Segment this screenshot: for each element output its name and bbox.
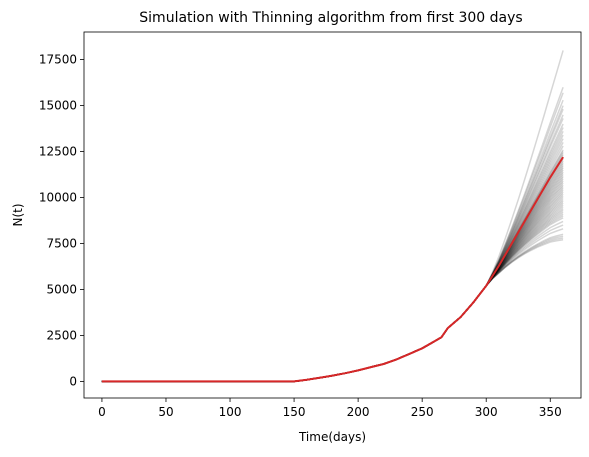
y-tick-label: 2500 xyxy=(46,328,77,342)
axis-ticks: 0 50 100 150 200 250 300 350 0 2500 5000 7500 10000 1… xyxy=(39,53,562,419)
simulated-series-line xyxy=(101,118,564,383)
simulated-series-line xyxy=(101,149,564,383)
x-tick-label: 100 xyxy=(219,405,242,419)
x-tick-label: 50 xyxy=(158,405,173,419)
simulated-series-line xyxy=(101,233,564,383)
simulated-series-line xyxy=(101,151,564,383)
simulated-series-line xyxy=(101,184,564,383)
simulated-series-line xyxy=(101,198,564,383)
y-tick-label: 7500 xyxy=(46,237,77,251)
simulated-series-line xyxy=(101,211,564,383)
simulated-series-line xyxy=(101,193,564,383)
simulated-series-line xyxy=(101,196,564,383)
simulated-series-line xyxy=(101,92,564,383)
simulated-series-line xyxy=(101,180,564,383)
simulated-series-line xyxy=(101,217,564,383)
simulated-series-line xyxy=(101,86,564,383)
simulated-series-line xyxy=(101,108,564,383)
simulated-series-line xyxy=(101,204,564,383)
x-axis-label: Time(days) xyxy=(298,430,366,444)
simulated-series-line xyxy=(101,187,564,383)
simulated-series-line xyxy=(101,185,564,383)
simulated-series-line xyxy=(101,123,564,383)
y-tick-label: 10000 xyxy=(39,191,77,205)
simulated-series-line xyxy=(101,127,564,383)
y-tick-label: 15000 xyxy=(39,99,77,113)
simulated-series-line xyxy=(101,99,564,383)
chart-title: Simulation with Thinning algorithm from … xyxy=(139,10,522,26)
simulated-series-line xyxy=(101,195,564,383)
simulated-series-line xyxy=(101,213,564,383)
x-tick-label: 0 xyxy=(98,405,106,419)
simulated-series-line xyxy=(101,202,564,383)
y-tick-label: 17500 xyxy=(39,53,77,67)
simulated-series-line xyxy=(101,130,564,383)
simulated-series-line xyxy=(101,239,564,383)
simulated-series-line xyxy=(101,200,564,383)
simulated-series-line xyxy=(101,138,564,383)
axes-frame xyxy=(83,31,582,399)
x-tick-label: 300 xyxy=(475,405,498,419)
simulated-series-line xyxy=(101,134,564,383)
observed-series-line xyxy=(101,156,564,383)
simulated-series-line xyxy=(101,50,564,383)
simulated-series-line xyxy=(101,207,564,383)
plot-area xyxy=(101,50,564,383)
x-tick-label: 350 xyxy=(539,405,562,419)
simulated-series-line xyxy=(101,228,564,383)
y-tick-label: 12500 xyxy=(39,145,77,159)
simulated-series-line xyxy=(101,105,564,383)
simulated-series-line xyxy=(101,145,564,383)
simulated-series-line xyxy=(101,224,564,383)
simulated-series-line xyxy=(101,114,564,383)
simulated-series-line xyxy=(101,142,564,383)
simulated-series-line xyxy=(101,176,564,383)
simulated-series-line xyxy=(101,189,564,383)
simulated-series-line xyxy=(101,220,564,383)
simulated-series-line xyxy=(101,209,564,383)
simulated-series-line xyxy=(101,175,564,383)
simulated-series-line xyxy=(101,215,564,383)
simulated-series-line xyxy=(101,191,564,383)
simulated-series-line xyxy=(101,235,564,383)
y-axis-label: N(t) xyxy=(11,203,25,226)
y-tick-label: 0 xyxy=(69,374,77,388)
simulated-series-line xyxy=(101,178,564,383)
simulated-series-line xyxy=(101,182,564,383)
x-tick-label: 250 xyxy=(411,405,434,419)
simulated-series-line xyxy=(101,206,564,383)
simulated-series-line xyxy=(101,237,564,383)
x-tick-label: 200 xyxy=(347,405,370,419)
y-tick-label: 5000 xyxy=(46,282,77,296)
x-tick-label: 150 xyxy=(283,405,306,419)
